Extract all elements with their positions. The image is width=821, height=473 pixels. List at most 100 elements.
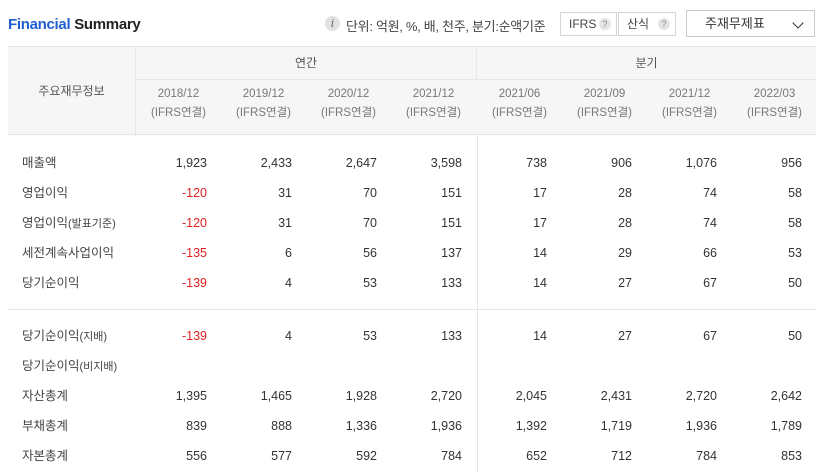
table-cell: 1,719 [600, 419, 632, 433]
table-cell: 1,392 [515, 419, 547, 433]
info-icon[interactable]: i [325, 16, 340, 31]
table-cell: 27 [618, 276, 632, 290]
table-cell: 2,720 [685, 389, 717, 403]
column-basis: (IFRS연결) [491, 107, 547, 119]
row-label-main: 당기순이익 [22, 329, 80, 343]
table-row: 영업이익 -120 31 70 151 17 28 74 58 [8, 178, 816, 208]
table-cell: 1,923 [175, 156, 207, 170]
column-period: 2022/03 [753, 88, 796, 100]
table-cell: 4 [285, 276, 292, 290]
ifrs-button[interactable]: IFRS ? [560, 12, 617, 36]
row-label: 영업이익 [22, 178, 68, 208]
column-header: 2021/06 (IFRS연결) [477, 85, 562, 123]
table-cell: 1,465 [260, 389, 292, 403]
table-cell: 58 [788, 216, 802, 230]
table-cell: 28 [618, 186, 632, 200]
table-cell: 2,720 [430, 389, 462, 403]
column-header: 2020/12 (IFRS연결) [306, 85, 391, 123]
table-row: 영업이익(발표기준) -120 31 70 151 17 28 74 58 [8, 208, 816, 238]
table-cell: 14 [533, 276, 547, 290]
table-cell: 577 [271, 449, 292, 463]
table-cell: -120 [181, 216, 207, 230]
table-cell: 888 [271, 419, 292, 433]
column-header: 2019/12 (IFRS연결) [221, 85, 306, 123]
section-divider [8, 309, 816, 310]
row-label: 영업이익(발표기준) [22, 208, 116, 239]
table-cell: 27 [618, 329, 632, 343]
statement-type-select[interactable]: 주재무제표 [686, 10, 815, 37]
row-label: 자본총계 [22, 441, 68, 471]
table-row: 당기순이익(지배) -139 4 53 133 14 27 67 50 [8, 321, 816, 351]
table-cell: 53 [363, 329, 377, 343]
row-label-main: 자산총계 [22, 389, 69, 403]
table-row: 세전계속사업이익 -135 6 56 137 14 29 66 53 [8, 238, 816, 268]
table-cell: 70 [363, 216, 377, 230]
column-period: 2020/12 [327, 88, 370, 100]
column-basis: (IFRS연결) [405, 107, 461, 119]
row-label-main: 영업이익 [22, 186, 69, 200]
row-label-main: 당기순이익 [22, 276, 80, 290]
table-cell: 652 [526, 449, 547, 463]
table-cell: 3,598 [430, 156, 462, 170]
table-cell: 31 [278, 186, 292, 200]
table-cell: 74 [703, 186, 717, 200]
group-header-annual: 연간 [136, 47, 477, 80]
table-cell: 58 [788, 186, 802, 200]
column-basis: (IFRS연결) [320, 107, 376, 119]
table-row: 자산총계 1,395 1,465 1,928 2,720 2,045 2,431 2,720 2… [8, 381, 816, 411]
table-cell: 133 [441, 329, 462, 343]
column-header: 2021/12 (IFRS연결) [391, 85, 476, 123]
label-column-header: 주요재무정보 [8, 47, 136, 136]
title-rest: Summary [70, 16, 141, 33]
ifrs-label: IFRS [569, 17, 597, 31]
table-cell: 133 [441, 276, 462, 290]
column-header: 2021/09 (IFRS연결) [562, 85, 647, 123]
table-cell: 151 [441, 186, 462, 200]
select-value: 주재무제표 [705, 16, 765, 31]
table-cell: -139 [181, 276, 207, 290]
table-cell: -139 [181, 329, 207, 343]
column-period: 2021/06 [498, 88, 541, 100]
help-icon[interactable]: ? [599, 18, 611, 30]
row-label-main: 영업이익 [22, 216, 69, 230]
table-cell: 1,789 [770, 419, 802, 433]
row-label-main: 부채총계 [22, 419, 69, 433]
table-cell: 6 [285, 246, 292, 260]
row-label: 매출액 [22, 148, 57, 178]
table-cell: 906 [611, 156, 632, 170]
column-period: 2018/12 [157, 88, 200, 100]
table-cell: 17 [533, 186, 547, 200]
help-icon[interactable]: ? [658, 18, 670, 30]
table-cell: 1,395 [175, 389, 207, 403]
summary-header: Financial Summary i 단위: 억원, %, 배, 천주, 분기… [0, 0, 821, 46]
column-basis: (IFRS연결) [576, 107, 632, 119]
table-cell: 151 [441, 216, 462, 230]
table-row: 당기순이익(비지배) [8, 351, 816, 381]
column-divider [477, 135, 478, 473]
table-cell: 74 [703, 216, 717, 230]
table-cell: 67 [703, 329, 717, 343]
table-cell: 137 [441, 246, 462, 260]
row-label: 세전계속사업이익 [22, 238, 114, 268]
column-period: 2019/12 [242, 88, 285, 100]
row-label: 부채총계 [22, 411, 68, 441]
column-basis: (IFRS연결) [661, 107, 717, 119]
column-basis: (IFRS연결) [746, 107, 802, 119]
row-label-main: 매출액 [22, 156, 57, 170]
formula-button[interactable]: 산식 ? [618, 12, 676, 36]
unit-text: 단위: 억원, %, 배, 천주, 분기:순액기준 [346, 19, 546, 34]
table-cell: -135 [181, 246, 207, 260]
table-cell: 1,336 [345, 419, 377, 433]
table-row: 매출액 1,923 2,433 2,647 3,598 738 906 1,076 956 [8, 148, 816, 178]
column-header: 2018/12 (IFRS연결) [136, 85, 221, 123]
column-header: 2022/03 (IFRS연결) [732, 85, 817, 123]
table-cell: 2,642 [770, 389, 802, 403]
table-cell: 4 [285, 329, 292, 343]
table-cell: 14 [533, 329, 547, 343]
row-label-suffix: (비지배) [79, 361, 118, 373]
table-cell: 70 [363, 186, 377, 200]
row-label: 당기순이익(비지배) [22, 351, 117, 382]
row-label-main: 세전계속사업이익 [22, 246, 115, 260]
table-cell: -120 [181, 186, 207, 200]
table-cell: 839 [186, 419, 207, 433]
